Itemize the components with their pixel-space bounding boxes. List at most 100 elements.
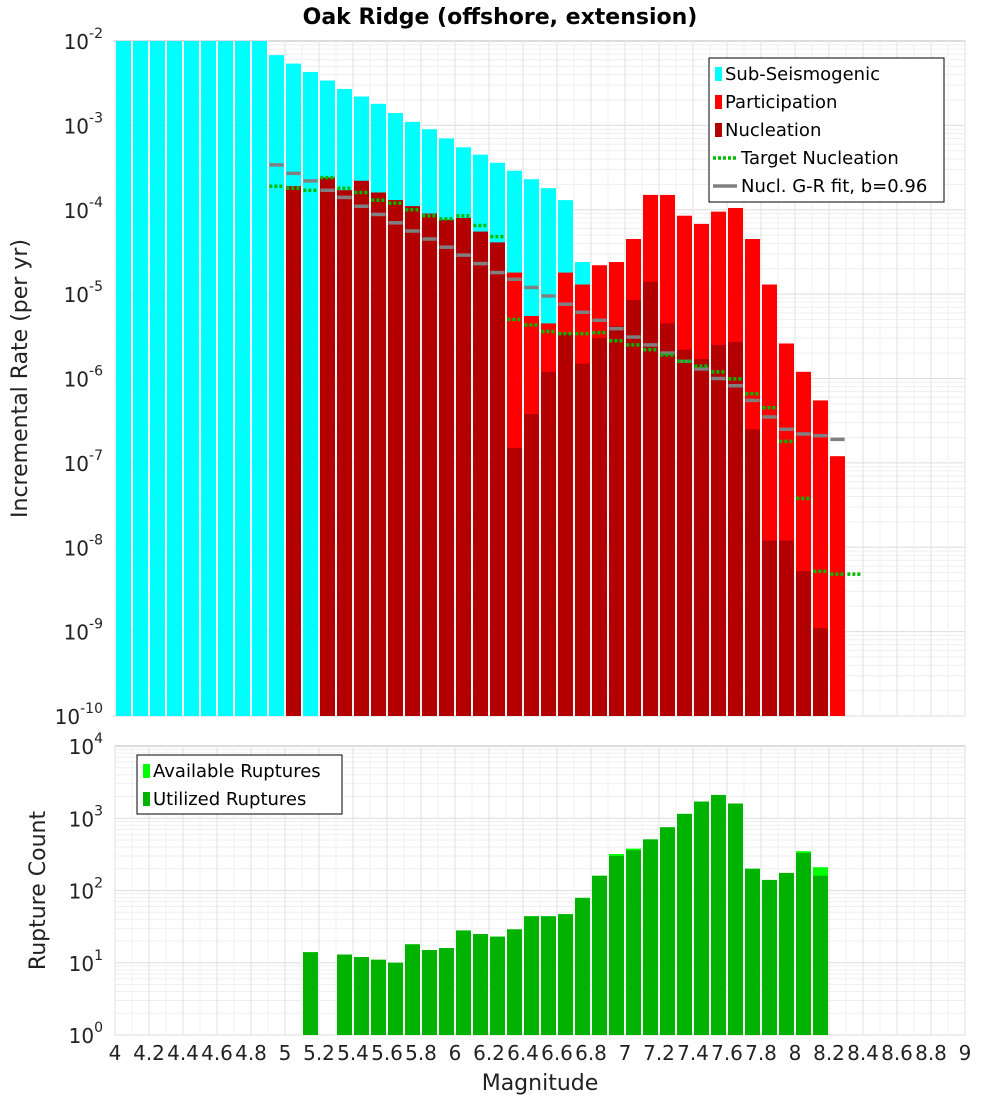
nucleation-bar: [507, 448, 522, 716]
rate-y-tick-label: 10-7: [64, 448, 103, 476]
x-tick-label: 7.6: [711, 1041, 743, 1065]
rupture-y-tick-exponent: 3: [94, 803, 103, 819]
nucleation-bar: [660, 323, 675, 716]
x-tick-label: 4.2: [133, 1041, 165, 1065]
utilized-ruptures-bar: [813, 875, 828, 1035]
rate-y-tick-exponent: -8: [89, 532, 103, 548]
utilized-ruptures-bar: [677, 813, 692, 1035]
nucleation-bar: [796, 571, 811, 716]
sub-seismogenic-bar: [218, 41, 233, 716]
rate-y-axis-label: Incremental Rate (per yr): [8, 239, 33, 518]
x-tick-label: 5.4: [337, 1041, 369, 1065]
utilized-ruptures-bar: [558, 914, 573, 1035]
utilized-ruptures-bar: [371, 959, 386, 1035]
nucleation-bar: [422, 213, 437, 717]
nucleation-bar: [745, 429, 760, 716]
utilized-ruptures-bar: [609, 856, 624, 1035]
rate-legend-label: Participation: [725, 92, 837, 113]
x-tick-label: 6.8: [575, 1041, 607, 1065]
nucleation-bar: [456, 217, 471, 716]
rupture-legend-label: Available Ruptures: [153, 761, 321, 782]
nucleation-bar: [643, 281, 658, 716]
nucleation-bar: [439, 219, 454, 717]
nucleation-bar: [388, 200, 403, 716]
rate-y-ticks: 10-10 10-9 10-8 10-7 10-6 10-5 10-4 10-3 10-2: [55, 26, 103, 729]
utilized-ruptures-bar: [779, 872, 794, 1035]
x-tick-label: 6.2: [473, 1041, 505, 1065]
rupture-gridlines: [114, 746, 966, 1036]
nucleation-bar: [575, 363, 590, 716]
utilized-ruptures-bar: [762, 879, 777, 1035]
rupture-y-tick-label: 103: [69, 803, 103, 831]
rate-y-tick-label: 10-8: [64, 532, 103, 560]
rupture-y-tick-exponent: 2: [94, 876, 103, 892]
rate-y-tick-exponent: -5: [89, 279, 103, 295]
nucleation-bar: [558, 333, 573, 716]
rate-legend-label: Nucleation: [725, 120, 821, 141]
utilized-ruptures-bar: [405, 944, 420, 1035]
utilized-ruptures-bar: [575, 897, 590, 1035]
nucleation-bar: [320, 177, 335, 716]
x-tick-label: 6.6: [541, 1041, 573, 1065]
x-tick-label: 4.6: [201, 1041, 233, 1065]
rate-legend-label: Target Nucleation: [740, 148, 899, 169]
x-axis-label: Magnitude: [482, 1071, 599, 1096]
rate-lines: [269, 163, 862, 576]
rate-legend-box: [708, 57, 945, 203]
utilized-ruptures-bar: [473, 933, 488, 1035]
rate-y-tick-label: 10-2: [64, 26, 103, 54]
rupture-y-axis-label: Rupture Count: [26, 811, 51, 971]
rate-y-tick-label: 10-6: [64, 364, 104, 392]
utilized-ruptures-bar: [354, 957, 369, 1035]
x-tick-label: 7: [619, 1041, 632, 1065]
rate-y-tick-exponent: -4: [89, 195, 103, 211]
utilized-ruptures-bar: [711, 794, 726, 1035]
nucleation-bar: [711, 344, 726, 716]
rate-legend-swatch: [715, 123, 722, 137]
utilized-ruptures-bar: [592, 875, 607, 1035]
rupture-bars: [303, 794, 828, 1035]
rupture-y-tick-exponent: 4: [94, 731, 103, 747]
nucleation-bar: [490, 242, 505, 716]
rupture-y-tick-exponent: 1: [94, 948, 103, 964]
utilized-ruptures-bar: [796, 853, 811, 1035]
nucleation-bar: [779, 540, 794, 716]
utilized-ruptures-bar: [524, 916, 539, 1035]
x-tick-label: 7.2: [643, 1041, 675, 1065]
nucleation-bar: [592, 338, 607, 716]
utilized-ruptures-bar: [626, 850, 641, 1035]
rupture-y-tick-label: 102: [69, 876, 103, 904]
utilized-ruptures-bar: [490, 936, 505, 1035]
sub-seismogenic-bar: [303, 71, 318, 717]
utilized-ruptures-bar: [541, 916, 556, 1035]
x-tick-label: 6.4: [507, 1041, 539, 1065]
sub-seismogenic-bar: [133, 41, 148, 716]
rate-y-tick-label: 10-10: [55, 701, 103, 729]
rate-bars: [116, 41, 845, 717]
rupture-legend-box: [136, 754, 343, 815]
rate-y-tick-exponent: -9: [89, 617, 103, 633]
nucleation-bar: [405, 206, 420, 716]
rate-y-tick-exponent: -2: [89, 26, 103, 42]
x-tick-label: 7.4: [677, 1041, 709, 1065]
x-tick-label: 8.2: [813, 1041, 845, 1065]
utilized-ruptures-bar: [337, 954, 352, 1035]
utilized-ruptures-bar: [660, 827, 675, 1035]
rate-legend-swatch: [715, 67, 722, 81]
utilized-ruptures-bar: [422, 950, 437, 1035]
sub-seismogenic-bar: [201, 41, 216, 716]
x-tick-label: 8.6: [881, 1041, 913, 1065]
nucleation-bar: [473, 231, 488, 716]
utilized-ruptures-bar: [507, 929, 522, 1035]
nucleation-bar: [626, 300, 641, 716]
nucleation-bar: [371, 192, 386, 717]
x-tick-label: 9: [959, 1041, 972, 1065]
rate-y-tick-exponent: -6: [89, 364, 103, 380]
nucleation-bar: [354, 180, 369, 716]
utilized-ruptures-bar: [728, 803, 743, 1035]
sub-seismogenic-bar: [252, 41, 267, 716]
x-tick-label: 8: [789, 1041, 802, 1065]
nucleation-bar: [728, 342, 743, 716]
